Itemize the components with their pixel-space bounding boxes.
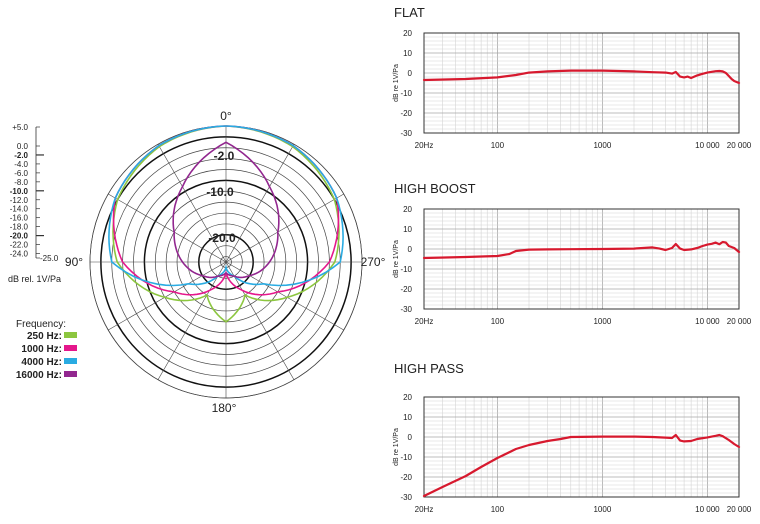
- legend-label-4: 16000 Hz:: [16, 370, 62, 381]
- legend-label-3: 4000 Hz:: [21, 357, 62, 368]
- y-tick-label: 20: [403, 393, 412, 402]
- polar-series-4: [172, 141, 280, 279]
- polar-grid: [89, 125, 363, 399]
- y-tick-label: -20: [400, 109, 412, 118]
- plot-frame: [423, 32, 740, 134]
- panel-title: FLAT: [394, 5, 425, 20]
- x-tick-label: 20 000: [727, 505, 752, 514]
- ring-label-2: -2.0: [214, 149, 235, 163]
- y-tick-label: -30: [400, 305, 412, 314]
- x-tick-label: 10 000: [695, 317, 720, 326]
- polar-series: [108, 125, 344, 323]
- y-tick-label: 0: [408, 69, 413, 78]
- x-tick-label: 1000: [593, 505, 611, 514]
- y-tick-label: -30: [400, 493, 412, 502]
- x-tick-label: 20Hz: [415, 505, 434, 514]
- x-tick-label: 100: [491, 317, 505, 326]
- y-tick-label: -10: [400, 89, 412, 98]
- db-scale-label: -25.0: [40, 254, 59, 263]
- db-scale-label: -22.0: [10, 241, 29, 250]
- db-scale-label: -12.0: [10, 196, 29, 205]
- frequency-legend: Frequency: 250 Hz: 1000 Hz: 4000 Hz: 16000 …: [16, 319, 77, 381]
- db-scale-label: -2.0: [14, 151, 28, 160]
- y-tick-label: 10: [403, 225, 412, 234]
- legend-swatch-2: [64, 345, 77, 351]
- x-tick-label: 10 000: [695, 505, 720, 514]
- db-scale-label: -4.0: [14, 160, 28, 169]
- db-scale: +5.00.0-2.0-4.0-6.0-8.0-10.0-12.0-14.0-1…: [10, 123, 59, 263]
- x-tick-label: 20 000: [727, 141, 752, 150]
- legend-swatch-4: [64, 371, 77, 377]
- y-tick-label: 0: [408, 433, 413, 442]
- y-tick-label: 10: [403, 413, 412, 422]
- ring-label-20: -20.0: [208, 231, 236, 245]
- y-axis-label: dB re 1V/Pa: [393, 64, 400, 102]
- y-axis-label: dB re 1V/Pa: [393, 428, 400, 466]
- x-tick-label: 1000: [593, 317, 611, 326]
- x-tick-label: 100: [491, 505, 505, 514]
- y-axis-label: dB re 1V/Pa: [393, 240, 400, 278]
- angle-label-180: 180°: [212, 401, 237, 415]
- y-tick-label: 10: [403, 49, 412, 58]
- response-curve: [422, 240, 741, 260]
- response-curve: [422, 433, 741, 498]
- x-tick-label: 1000: [593, 141, 611, 150]
- legend-label-1: 250 Hz:: [27, 331, 62, 342]
- polar-series-3: [108, 125, 344, 287]
- angle-label-90: 90°: [65, 255, 83, 269]
- y-tick-label: -20: [400, 473, 412, 482]
- ring-label-10: -10.0: [206, 185, 234, 199]
- polar-spoke: [225, 261, 344, 331]
- angle-label-0: 0°: [220, 109, 232, 123]
- panel-title: HIGH BOOST: [394, 181, 476, 196]
- response-curve: [422, 69, 741, 85]
- db-scale-label: 0.0: [17, 142, 29, 151]
- polar-spoke: [225, 261, 295, 380]
- legend-swatch-3: [64, 358, 77, 364]
- legend-label-2: 1000 Hz:: [21, 344, 62, 355]
- polar-spoke: [157, 144, 227, 263]
- y-tick-label: -30: [400, 129, 412, 138]
- y-tick-label: 20: [403, 205, 412, 214]
- db-scale-label: -20.0: [10, 232, 29, 241]
- x-tick-label: 10 000: [695, 141, 720, 150]
- polar-series-1: [112, 125, 340, 323]
- angle-label-270: 270°: [361, 255, 386, 269]
- polar-spoke: [108, 193, 227, 263]
- db-scale-label: -8.0: [14, 178, 28, 187]
- y-tick-label: -20: [400, 285, 412, 294]
- plot-frame: [423, 396, 740, 498]
- legend-title: Frequency:: [16, 319, 66, 330]
- polar-spoke: [157, 261, 227, 380]
- polar-spoke: [108, 261, 227, 331]
- polar-spoke: [225, 144, 295, 263]
- db-scale-label: -10.0: [10, 187, 29, 196]
- db-scale-label: -6.0: [14, 169, 28, 178]
- polar-pattern-chart: 0° 90° 180° 270° -2.0 -10.0 -20.0: [65, 109, 386, 415]
- x-tick-label: 20Hz: [415, 141, 434, 150]
- y-tick-label: -10: [400, 453, 412, 462]
- db-scale-label: +5.0: [12, 123, 28, 132]
- y-tick-label: -10: [400, 265, 412, 274]
- db-scale-unit: dB rel. 1V/Pa: [8, 274, 61, 284]
- x-tick-label: 100: [491, 141, 505, 150]
- x-tick-label: 20Hz: [415, 317, 434, 326]
- db-scale-label: -24.0: [10, 250, 29, 259]
- legend-swatch-1: [64, 332, 77, 338]
- db-scale-label: -16.0: [10, 214, 29, 223]
- y-tick-label: 20: [403, 29, 412, 38]
- db-scale-label: -14.0: [10, 205, 29, 214]
- panel-title: HIGH PASS: [394, 361, 464, 376]
- y-tick-label: 0: [408, 245, 413, 254]
- polar-spoke: [225, 193, 344, 263]
- db-scale-label: -18.0: [10, 223, 29, 232]
- plot-frame: [423, 208, 740, 310]
- x-tick-label: 20 000: [727, 317, 752, 326]
